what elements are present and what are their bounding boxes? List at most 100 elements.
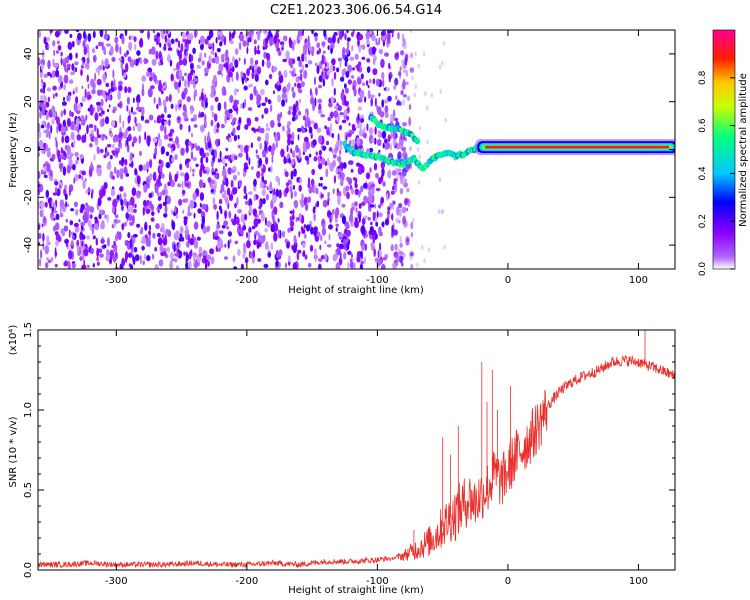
noise-speckle [148,192,153,199]
noise-speckle [167,114,172,119]
noise-speckle [349,129,355,135]
noise-speckle [115,150,119,155]
noise-speckle [312,139,317,147]
noise-speckle [394,52,400,61]
noise-speckle [339,140,343,146]
noise-speckle [358,121,363,130]
noise-speckle [218,63,224,73]
noise-speckle [226,199,229,205]
noise-speckle [287,227,291,233]
noise-speckle [152,171,157,182]
noise-speckle [345,247,348,252]
noise-speckle [275,260,279,267]
noise-speckle [136,223,141,228]
noise-speckle [265,127,271,132]
noise-speckle [369,147,374,153]
noise-speckle [232,174,238,181]
noise-speckle [352,67,355,71]
noise-speckle [344,87,349,94]
noise-speckle [303,224,307,229]
noise-speckle [248,228,252,233]
noise-speckle [307,60,313,65]
noise-speckle [304,203,309,211]
noise-speckle [228,111,231,121]
noise-speckle [134,168,138,176]
noise-speckle [374,257,379,263]
noise-speckle [254,45,257,56]
noise-speckle [248,198,253,208]
noise-speckle [376,210,379,219]
noise-speckle [88,168,93,178]
noise-speckle [133,234,138,238]
noise-speckle [341,68,345,79]
noise-speckle [316,200,320,208]
noise-speckle [260,88,265,96]
noise-speckle [212,171,216,176]
noise-speckle [97,197,102,207]
noise-speckle [123,131,128,139]
noise-speckle [307,262,312,268]
noise-speckle [212,231,215,240]
noise-speckle [81,234,86,240]
noise-speckle [196,64,201,69]
noise-speckle [250,142,253,149]
noise-speckle [181,180,184,190]
noise-speckle [236,100,239,105]
noise-speckle [411,218,415,224]
noise-speckle [329,42,335,50]
noise-speckle [288,120,291,128]
noise-speckle [403,69,406,73]
noise-speckle [141,106,145,116]
noise-speckle [186,253,189,262]
noise-speckle [381,221,385,228]
noise-speckle [174,205,177,214]
noise-speckle [83,248,89,257]
noise-speckle [121,157,125,164]
noise-speckle [163,247,167,252]
noise-speckle [442,40,446,46]
spectrogram-y-tick-label: 40 [23,48,34,61]
noise-speckle [73,138,76,148]
noise-speckle [81,85,84,90]
noise-speckle [214,149,217,159]
noise-speckle [55,92,58,97]
noise-speckle [297,134,300,141]
noise-speckle [360,185,364,193]
noise-speckle [339,232,343,238]
spectrogram-y-tick-label: 0 [23,146,34,152]
noise-speckle [426,139,429,145]
noise-speckle [343,94,347,105]
noise-speckle [193,221,199,230]
noise-speckle [73,125,78,131]
noise-speckle [406,238,409,243]
noise-speckle [196,236,201,241]
noise-speckle [91,225,94,235]
noise-speckle [204,135,207,145]
noise-speckle [179,123,183,130]
noise-speckle [285,50,290,60]
noise-speckle [437,209,441,214]
noise-speckle [352,30,355,35]
noise-speckle [47,259,52,264]
noise-speckle [331,133,335,138]
noise-speckle [242,171,247,177]
noise-speckle [166,246,170,253]
noise-speckle [158,61,161,67]
noise-speckle [293,168,297,177]
noise-speckle [330,122,333,132]
noise-speckle [268,73,273,80]
noise-speckle [52,93,55,100]
noise-speckle [177,117,180,121]
noise-speckle [124,86,128,94]
noise-speckle [247,232,251,241]
noise-speckle [85,62,87,69]
noise-speckle [191,234,194,238]
noise-speckle [43,215,46,224]
noise-speckle [81,175,84,181]
noise-speckle [184,79,187,88]
noise-speckle [281,99,286,107]
noise-speckle [193,212,196,219]
noise-speckle [418,125,421,131]
noise-speckle [102,110,105,115]
noise-speckle [341,203,346,208]
